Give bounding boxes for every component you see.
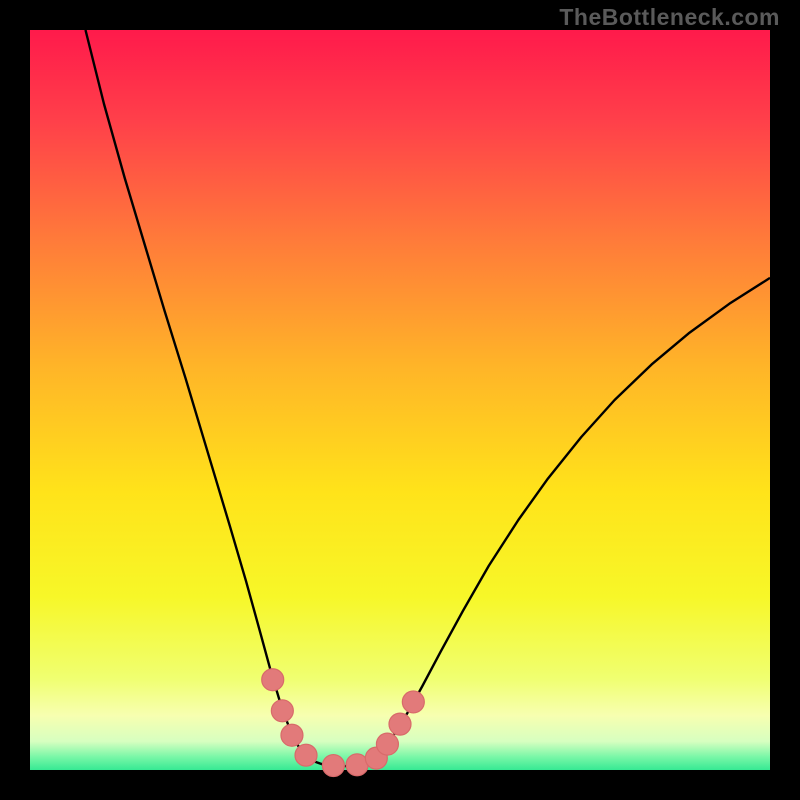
- curve-marker: [389, 713, 411, 735]
- curve-marker: [322, 755, 344, 777]
- chart-canvas: [0, 0, 800, 800]
- curve-marker: [402, 691, 424, 713]
- gradient-plot-area: [30, 30, 770, 770]
- chart-stage: TheBottleneck.com: [0, 0, 800, 800]
- curve-marker: [262, 669, 284, 691]
- curve-marker: [271, 700, 293, 722]
- watermark-text: TheBottleneck.com: [559, 4, 780, 31]
- curve-marker: [281, 724, 303, 746]
- curve-marker: [376, 733, 398, 755]
- curve-marker: [295, 744, 317, 766]
